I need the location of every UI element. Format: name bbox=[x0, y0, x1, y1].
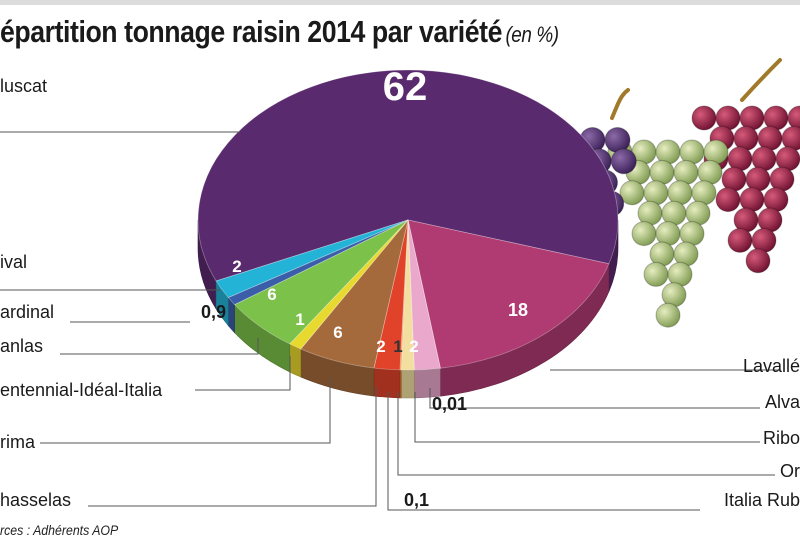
slice-2 bbox=[407, 219, 441, 369]
leader-9 bbox=[60, 338, 259, 355]
label-4: Or bbox=[780, 461, 800, 481]
slice-side-8 bbox=[289, 343, 302, 378]
label-8: entennial-Idéal-Italia bbox=[0, 380, 163, 400]
slice-4 bbox=[400, 219, 415, 371]
slice-5 bbox=[399, 219, 409, 371]
slice-side-4 bbox=[400, 369, 415, 399]
leader-7 bbox=[40, 378, 331, 444]
slice-value-1: 18 bbox=[508, 300, 528, 320]
chart-unit: (en %) bbox=[505, 22, 559, 47]
slice-9 bbox=[233, 219, 409, 345]
label-5: Italia Rub bbox=[724, 490, 800, 510]
leader-4 bbox=[397, 392, 775, 476]
label-6: hasselas bbox=[0, 490, 71, 510]
label-0: luscat bbox=[0, 76, 47, 96]
leader-8 bbox=[195, 356, 291, 391]
grape-stem bbox=[740, 58, 782, 102]
source-note: rces : Adhérents AOP bbox=[0, 522, 119, 538]
slice-8 bbox=[289, 219, 409, 350]
value-10: 0,9 bbox=[201, 302, 226, 322]
pie-slices bbox=[197, 69, 619, 371]
slice-0 bbox=[197, 69, 619, 282]
label-3: Ribo bbox=[763, 428, 800, 448]
label-1: Lavallé bbox=[743, 356, 800, 376]
pie-depth bbox=[197, 219, 619, 399]
grape-stem bbox=[610, 88, 630, 120]
slice-value-0: 62 bbox=[383, 65, 428, 109]
chart-title: épartition tonnage raisin 2014 par varié… bbox=[0, 14, 559, 50]
slice-value-3: 2 bbox=[409, 337, 418, 356]
slice-value-4: 1 bbox=[393, 337, 402, 356]
slice-value-9: 6 bbox=[267, 285, 276, 304]
label-2: Alva bbox=[765, 392, 800, 412]
slice-side-6 bbox=[373, 367, 401, 399]
slice-10 bbox=[227, 219, 409, 306]
label-9: anlas bbox=[0, 336, 43, 356]
slice-value-11: 2 bbox=[232, 257, 241, 276]
slice-value-8: 1 bbox=[295, 310, 304, 329]
leader-3 bbox=[414, 392, 760, 443]
slice-6 bbox=[373, 219, 409, 371]
slice-value-7: 6 bbox=[333, 323, 342, 342]
slice-7 bbox=[300, 219, 409, 369]
chart-title-text: épartition tonnage raisin 2014 par varié… bbox=[0, 14, 502, 49]
leader-2 bbox=[429, 388, 760, 409]
leader-lines bbox=[0, 131, 780, 511]
slice-1 bbox=[407, 219, 610, 369]
slice-11 bbox=[215, 219, 409, 299]
value-5: 0,1 bbox=[404, 490, 429, 510]
label-7: rima bbox=[0, 432, 36, 452]
leader-5 bbox=[387, 392, 700, 511]
label-11: ival bbox=[0, 252, 27, 272]
red-grape-cluster bbox=[691, 105, 800, 274]
slice-value-6: 2 bbox=[376, 337, 385, 356]
leader-6 bbox=[88, 386, 377, 507]
slice-3 bbox=[407, 219, 441, 371]
label-10: ardinal bbox=[0, 302, 54, 322]
green-grape-cluster bbox=[607, 139, 729, 328]
value-2: 0,01 bbox=[432, 394, 467, 414]
top-rule bbox=[0, 0, 800, 5]
